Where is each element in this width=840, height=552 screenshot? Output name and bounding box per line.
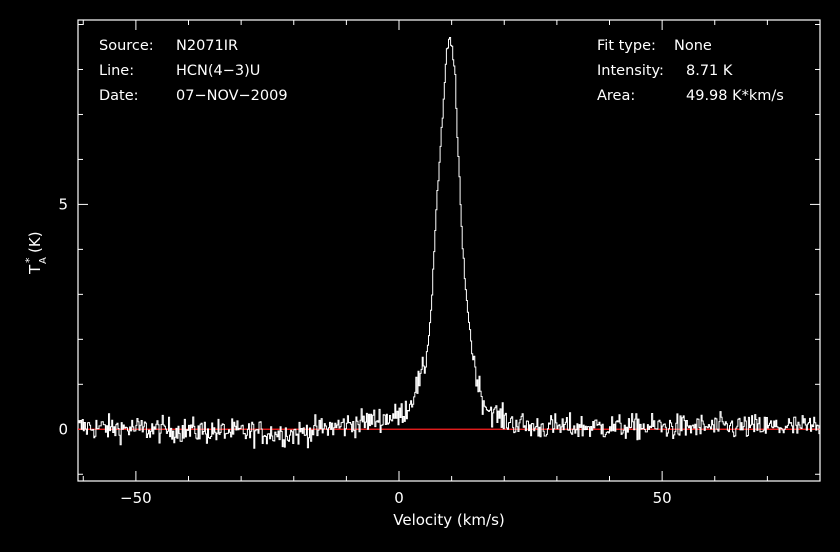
x-tick-label: 0 — [394, 489, 404, 507]
x-tick-label: 50 — [653, 489, 672, 507]
info-intensity-key: Intensity: — [597, 63, 664, 79]
y-axis-label-unit: (K) — [26, 231, 44, 253]
info-date-key: Date: — [99, 88, 139, 104]
spectrum-series-line — [78, 37, 820, 449]
info-source-value: N2071IR — [176, 38, 238, 54]
info-line-value: HCN(4−3)U — [176, 63, 260, 79]
info-area-value: 49.98 K*km/s — [686, 88, 784, 104]
info-intensity-value: 8.71 K — [686, 63, 733, 79]
y-axis-label: T * A (K) — [23, 231, 49, 275]
info-source-key: Source: — [99, 38, 154, 54]
x-axis-label: Velocity (km/s) — [393, 511, 504, 529]
info-date-value: 07−NOV−2009 — [176, 88, 288, 104]
info-line-key: Line: — [99, 63, 134, 79]
y-axis-label-main: T — [26, 264, 44, 275]
info-fit-key: Fit type: — [597, 38, 656, 54]
plot-frame — [77, 19, 821, 482]
y-tick-label: 0 — [58, 420, 68, 438]
y-tick-label: 5 — [58, 195, 68, 213]
y-axis-label-sup: * — [23, 257, 36, 263]
x-tick-label: −50 — [120, 489, 152, 507]
info-fit-value: None — [674, 38, 712, 54]
info-area-key: Area: — [597, 88, 635, 104]
y-axis-label-sub: A — [38, 257, 49, 264]
